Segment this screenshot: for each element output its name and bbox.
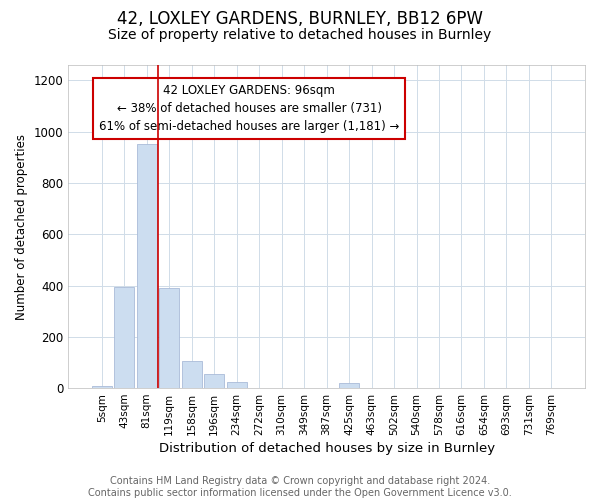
Bar <box>204 374 224 388</box>
Text: Contains HM Land Registry data © Crown copyright and database right 2024.
Contai: Contains HM Land Registry data © Crown c… <box>88 476 512 498</box>
Bar <box>137 144 157 388</box>
Text: 42 LOXLEY GARDENS: 96sqm
← 38% of detached houses are smaller (731)
61% of semi-: 42 LOXLEY GARDENS: 96sqm ← 38% of detach… <box>99 84 399 134</box>
Text: 42, LOXLEY GARDENS, BURNLEY, BB12 6PW: 42, LOXLEY GARDENS, BURNLEY, BB12 6PW <box>117 10 483 28</box>
Bar <box>339 384 359 388</box>
Bar <box>92 386 112 388</box>
Bar <box>182 361 202 388</box>
Text: Size of property relative to detached houses in Burnley: Size of property relative to detached ho… <box>109 28 491 42</box>
Y-axis label: Number of detached properties: Number of detached properties <box>15 134 28 320</box>
X-axis label: Distribution of detached houses by size in Burnley: Distribution of detached houses by size … <box>158 442 494 455</box>
Bar <box>227 382 247 388</box>
Bar <box>114 287 134 388</box>
Bar <box>159 288 179 388</box>
